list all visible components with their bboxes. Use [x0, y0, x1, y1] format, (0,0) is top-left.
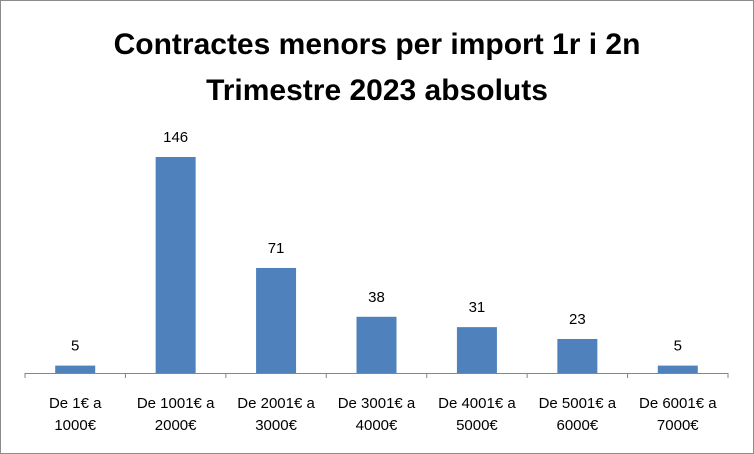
data-label-5: 31: [469, 299, 486, 316]
category-label-7-line-1: De 6001€ a: [639, 395, 717, 412]
bar-3: [256, 267, 297, 373]
category-label-1-line-1: De 1€ a: [49, 395, 102, 412]
bar-5: [456, 327, 497, 373]
category-label-4-line-1: De 3001€ a: [338, 395, 416, 412]
category-label-2-line-2: 2000€: [155, 417, 197, 434]
data-label-7: 5: [674, 338, 682, 355]
category-label-3-line-2: 3000€: [255, 417, 297, 434]
data-label-4: 38: [368, 289, 385, 306]
bar-1: [55, 365, 96, 373]
bar-2: [155, 157, 196, 373]
bar-7: [657, 365, 698, 373]
category-label-7-line-2: 7000€: [657, 417, 699, 434]
category-label-3-line-1: De 2001€ a: [237, 395, 315, 412]
category-label-6-line-1: De 5001€ a: [539, 395, 617, 412]
data-label-3: 71: [268, 240, 285, 257]
category-label-6-line-2: 6000€: [556, 417, 598, 434]
data-label-2: 146: [163, 129, 188, 146]
chart-title: Contractes menors per import 1r i 2n Tri…: [0, 22, 754, 114]
category-label-5-line-1: De 4001€ a: [438, 395, 516, 412]
bars-group: [55, 157, 698, 373]
category-label-5-line-2: 5000€: [456, 417, 498, 434]
data-label-6: 23: [569, 311, 586, 328]
bar-6: [557, 338, 598, 373]
chart-title-line-1: Contractes menors per import 1r i 2n: [113, 28, 641, 61]
chart-title-line-2: Trimestre 2023 absoluts: [206, 74, 548, 107]
bar-4: [356, 316, 397, 373]
category-label-1-line-2: 1000€: [54, 417, 96, 434]
data-label-1: 5: [71, 338, 79, 355]
category-label-2-line-1: De 1001€ a: [137, 395, 215, 412]
category-label-4-line-2: 4000€: [356, 417, 398, 434]
labels-group: 5 De 1€ a 1000€ 146 De 1001€ a 2000€ 71 De 2001…: [24, 129, 729, 434]
